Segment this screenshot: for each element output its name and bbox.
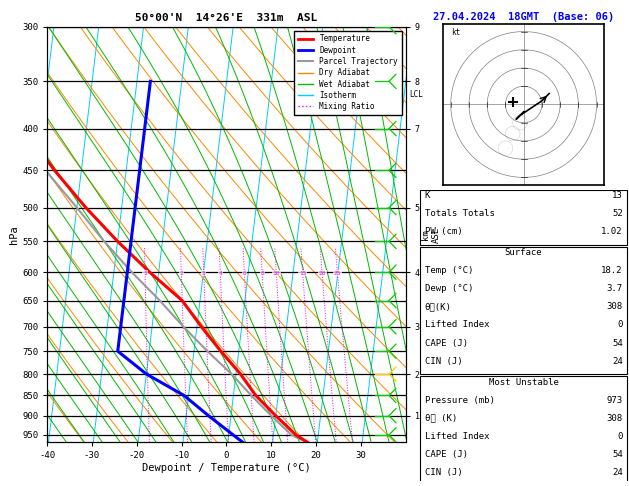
- Text: Totals Totals: Totals Totals: [425, 209, 494, 218]
- Text: CAPE (J): CAPE (J): [425, 450, 467, 459]
- Text: 0: 0: [617, 432, 623, 441]
- Text: Temp (°C): Temp (°C): [425, 266, 473, 275]
- Text: Lifted Index: Lifted Index: [425, 432, 489, 441]
- Text: K: K: [425, 191, 430, 200]
- Text: θᴇ (K): θᴇ (K): [425, 414, 457, 423]
- Text: CIN (J): CIN (J): [425, 468, 462, 477]
- Text: 973: 973: [606, 396, 623, 405]
- Text: 10: 10: [272, 271, 280, 276]
- Text: 0: 0: [617, 320, 623, 330]
- Text: 54: 54: [612, 339, 623, 347]
- Text: 52: 52: [612, 209, 623, 218]
- Text: 3: 3: [202, 271, 206, 276]
- Text: LCL: LCL: [409, 90, 423, 100]
- Legend: Temperature, Dewpoint, Parcel Trajectory, Dry Adiabat, Wet Adiabat, Isotherm, Mi: Temperature, Dewpoint, Parcel Trajectory…: [294, 31, 402, 115]
- Text: 15: 15: [299, 271, 306, 276]
- Text: 1.02: 1.02: [601, 227, 623, 236]
- Text: Most Unstable: Most Unstable: [489, 378, 559, 387]
- Text: 18.2: 18.2: [601, 266, 623, 275]
- X-axis label: Dewpoint / Temperature (°C): Dewpoint / Temperature (°C): [142, 463, 311, 473]
- Text: 1: 1: [143, 271, 147, 276]
- Text: 3.7: 3.7: [606, 284, 623, 294]
- Text: 24: 24: [612, 468, 623, 477]
- Text: kt: kt: [451, 28, 460, 37]
- Text: θᴇ(K): θᴇ(K): [425, 302, 452, 312]
- Text: 308: 308: [606, 414, 623, 423]
- Text: 24: 24: [612, 357, 623, 365]
- Text: CAPE (J): CAPE (J): [425, 339, 467, 347]
- Text: 308: 308: [606, 302, 623, 312]
- Y-axis label: hPa: hPa: [9, 225, 19, 244]
- Y-axis label: km
ASL: km ASL: [421, 226, 440, 243]
- Text: 13: 13: [612, 191, 623, 200]
- Text: Pressure (mb): Pressure (mb): [425, 396, 494, 405]
- Text: Surface: Surface: [505, 248, 542, 257]
- Text: Dewp (°C): Dewp (°C): [425, 284, 473, 294]
- Text: 20: 20: [318, 271, 326, 276]
- Text: 4: 4: [218, 271, 222, 276]
- Text: CIN (J): CIN (J): [425, 357, 462, 365]
- Text: 27.04.2024  18GMT  (Base: 06): 27.04.2024 18GMT (Base: 06): [433, 12, 615, 22]
- Text: 25: 25: [334, 271, 341, 276]
- Title: 50°00'N  14°26'E  331m  ASL: 50°00'N 14°26'E 331m ASL: [135, 13, 318, 23]
- Text: Lifted Index: Lifted Index: [425, 320, 489, 330]
- Text: 6: 6: [243, 271, 247, 276]
- Text: 2: 2: [179, 271, 183, 276]
- Text: 8: 8: [260, 271, 264, 276]
- Text: 54: 54: [612, 450, 623, 459]
- Text: PW (cm): PW (cm): [425, 227, 462, 236]
